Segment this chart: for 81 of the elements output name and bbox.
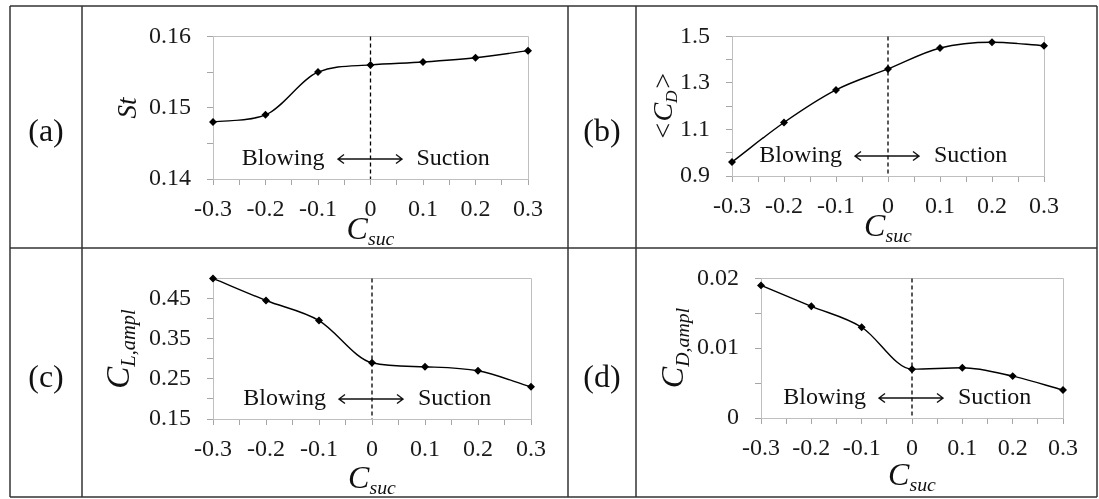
y-tick-label: 0.16 [149,21,191,48]
point [832,86,840,94]
point [368,359,376,367]
point [728,158,736,166]
point [807,302,816,311]
annotation: Suction [934,141,1008,168]
point [527,383,535,391]
x-tick-label: 0.2 [997,433,1028,460]
point [988,38,996,46]
point [209,118,217,126]
point [315,316,323,325]
x-tick-label: 0.1 [410,434,440,461]
text: (a) [28,112,64,148]
x-tick-label: -0.3 [194,194,232,221]
point [1059,386,1067,394]
point [471,54,480,62]
x-tick-label: 0.1 [925,191,955,218]
point [262,296,270,305]
text: (b) [583,112,621,148]
point [936,44,944,52]
point [1008,372,1017,380]
y-tick-label: 0.15 [149,404,191,431]
point [421,363,429,371]
text: (c) [28,357,64,394]
y-tick-label: 0.35 [149,323,191,350]
x-axis-title: C$_{suc}$ [348,459,396,498]
y-tick-label: 0.14 [149,164,191,191]
x-tick-label: -0.1 [817,191,855,218]
y-tick-label: 1.3 [680,68,710,95]
x-tick-label: -0.1 [300,434,338,461]
x-tick-label: 0.3 [1048,433,1078,460]
point [261,111,270,119]
point [524,46,532,55]
point [209,274,217,283]
x-tick-label: -0.2 [247,434,285,461]
x-tick-label: -0.2 [765,191,803,218]
point [908,365,916,373]
point [857,323,866,331]
annotation: Blowing [783,383,866,410]
x-tick-label: -0.3 [194,434,232,461]
y-tick-label: 0.02 [697,263,739,290]
x-tick-label: 0.3 [516,434,546,461]
y-tick-label: 0.45 [149,283,191,310]
annotation: Suction [416,144,490,171]
annotation: Blowing [241,144,325,171]
y-tick-label: 1.5 [680,21,710,48]
point [419,58,427,66]
y-tick-label: 0.15 [149,93,191,119]
y-tick-label: 0.9 [680,161,710,188]
annotation: Suction [958,383,1032,410]
point [366,61,375,69]
annotation: Blowing [759,141,842,168]
x-tick-label: -0.1 [842,433,881,460]
x-tick-label: -0.3 [713,191,751,218]
x-tick-label: 0.2 [463,434,493,461]
x-tick-label: 0.3 [513,194,543,221]
annotation: Blowing [243,384,326,411]
x-tick-label: 0.2 [460,194,491,221]
point [757,281,765,290]
text: (d) [583,357,621,394]
x-tick-label: 0.1 [947,433,978,460]
point [958,364,967,372]
y-tick-label: 0 [727,403,739,430]
x-tick-label: 0.3 [1029,191,1059,218]
y-tick-label: 0.25 [149,364,191,391]
x-tick-label: -0.2 [792,433,831,460]
x-tick-label: -0.1 [299,194,337,221]
point [1040,42,1048,50]
annotation: Suction [418,384,492,411]
y-axis-title: St [111,97,142,119]
point [474,367,482,375]
x-tick-label: -0.2 [246,194,285,221]
x-tick-label: 0.1 [408,194,438,221]
x-tick-label: 0.2 [977,191,1007,218]
y-tick-label: 1.1 [680,114,710,141]
point [314,68,322,76]
x-tick-label: 0 [366,434,378,461]
y-tick-label: 0.01 [697,333,739,360]
point [780,118,788,127]
point [884,65,892,73]
x-tick-label: -0.3 [742,433,780,460]
